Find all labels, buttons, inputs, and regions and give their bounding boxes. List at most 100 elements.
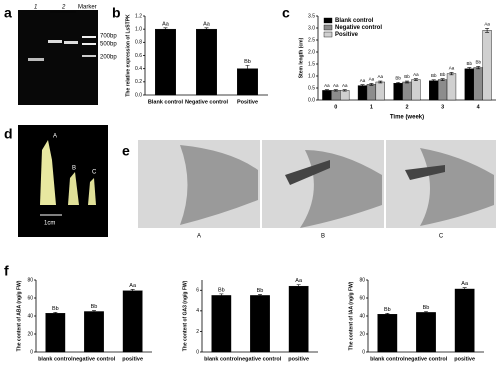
bar — [482, 30, 492, 101]
y-tick-label: 60 — [359, 295, 365, 301]
error-bar — [296, 284, 301, 289]
x-tick-label: negative control — [73, 356, 116, 362]
bar — [366, 84, 377, 101]
x-tick-label: 4 — [477, 104, 481, 110]
photo — [18, 125, 108, 237]
x-tick-label: Negative control — [185, 99, 229, 105]
lane-label: 2 — [61, 5, 66, 11]
y-tick-label: 1.5 — [308, 61, 315, 67]
photo-label: C — [92, 170, 97, 176]
y-tick-label: 20 — [27, 331, 33, 337]
significance-label: Aa — [484, 22, 490, 27]
bar — [402, 81, 412, 101]
error-bar — [245, 65, 250, 73]
panel-label: e — [122, 143, 130, 159]
y-axis-label: The content of GA3 (ng/g FW) — [182, 280, 188, 351]
significance-label: Aa — [378, 74, 384, 79]
y-tick-label: 1.2 — [135, 13, 142, 19]
y-tick-label: 0.4 — [135, 66, 142, 72]
significance-label: Bb — [423, 305, 430, 311]
tissue — [405, 165, 445, 180]
bar — [196, 28, 217, 96]
bar — [377, 314, 398, 353]
lane-label: 1 — [34, 5, 37, 11]
legend-label: Positive — [335, 32, 359, 38]
legend-label: Negative control — [335, 25, 382, 31]
x-tick-label: blank control — [38, 356, 73, 362]
x-tick-label: blank control — [370, 356, 405, 362]
error-bar — [476, 66, 481, 70]
error-bar — [462, 287, 467, 291]
bar — [464, 68, 474, 101]
panel-label: f — [4, 263, 9, 279]
x-tick-label: 3 — [441, 104, 444, 110]
error-bar — [92, 310, 96, 313]
y-tick-label: 2 — [196, 329, 199, 335]
legend-label: Blank control — [335, 18, 374, 24]
bar — [357, 85, 368, 101]
bar — [288, 285, 309, 353]
y-tick-label: 1.0 — [135, 26, 142, 32]
significance-label: Bb — [475, 60, 481, 65]
error-bar — [405, 80, 409, 84]
y-tick-label: 3.5 — [308, 13, 315, 19]
y-tick-label: 0.8 — [135, 40, 142, 46]
bar — [446, 73, 457, 101]
significance-label: Bb — [91, 304, 98, 310]
significance-label: Bb — [218, 287, 225, 293]
band-label: 200bp — [100, 55, 117, 61]
bar — [45, 313, 66, 353]
bar — [237, 68, 258, 96]
significance-label: Aa — [342, 83, 348, 88]
y-tick-label: 0.0 — [308, 97, 315, 103]
y-tick-label: 60 — [27, 295, 33, 301]
gel-band — [82, 43, 96, 45]
significance-label: Aa — [449, 66, 455, 71]
error-bar — [258, 294, 262, 297]
error-bar — [163, 27, 168, 31]
significance-label: Aa — [162, 21, 170, 27]
error-bar — [431, 79, 436, 83]
y-tick-label: 6 — [196, 288, 199, 294]
legend-swatch — [323, 31, 333, 38]
significance-label: Bb — [467, 61, 473, 66]
x-axis-label: Time (week) — [390, 115, 424, 121]
gel-band — [82, 55, 96, 57]
significance-label: Aa — [129, 283, 137, 289]
tissue — [285, 160, 330, 185]
significance-label: Aa — [461, 281, 469, 287]
bar — [84, 311, 104, 353]
error-bar — [449, 72, 454, 76]
significance-label: Bb — [404, 74, 410, 79]
panel-label: a — [4, 5, 12, 21]
significance-label: Bb — [384, 307, 391, 313]
significance-label: Bb — [431, 73, 437, 78]
significance-label: Aa — [369, 77, 375, 82]
significance-label: Aa — [295, 278, 303, 284]
bar — [411, 79, 421, 101]
micrograph-label: A — [197, 234, 201, 240]
scale-label: 1cm — [44, 221, 55, 227]
y-axis-label: The relative expression of LsSTPK — [125, 14, 131, 97]
x-tick-label: negative control — [405, 356, 448, 362]
band-label: 700bp — [100, 34, 117, 40]
bar — [375, 81, 385, 101]
y-tick-label: 0.6 — [135, 53, 142, 59]
error-bar — [378, 80, 383, 84]
y-tick-label: 0 — [196, 349, 199, 355]
gel-image — [18, 10, 98, 105]
y-tick-label: 0 — [362, 349, 365, 355]
x-tick-label: 1 — [370, 104, 373, 110]
plant — [68, 172, 79, 205]
error-bar — [342, 89, 347, 92]
x-tick-label: 2 — [405, 104, 408, 110]
bar — [122, 290, 143, 353]
error-bar — [333, 89, 338, 92]
error-bar — [324, 89, 329, 92]
x-tick-label: Positive — [237, 99, 258, 105]
y-tick-label: 80 — [27, 277, 33, 283]
plant — [88, 178, 96, 205]
significance-label: Bb — [52, 306, 59, 312]
error-bar — [204, 27, 209, 31]
bar — [322, 90, 332, 101]
